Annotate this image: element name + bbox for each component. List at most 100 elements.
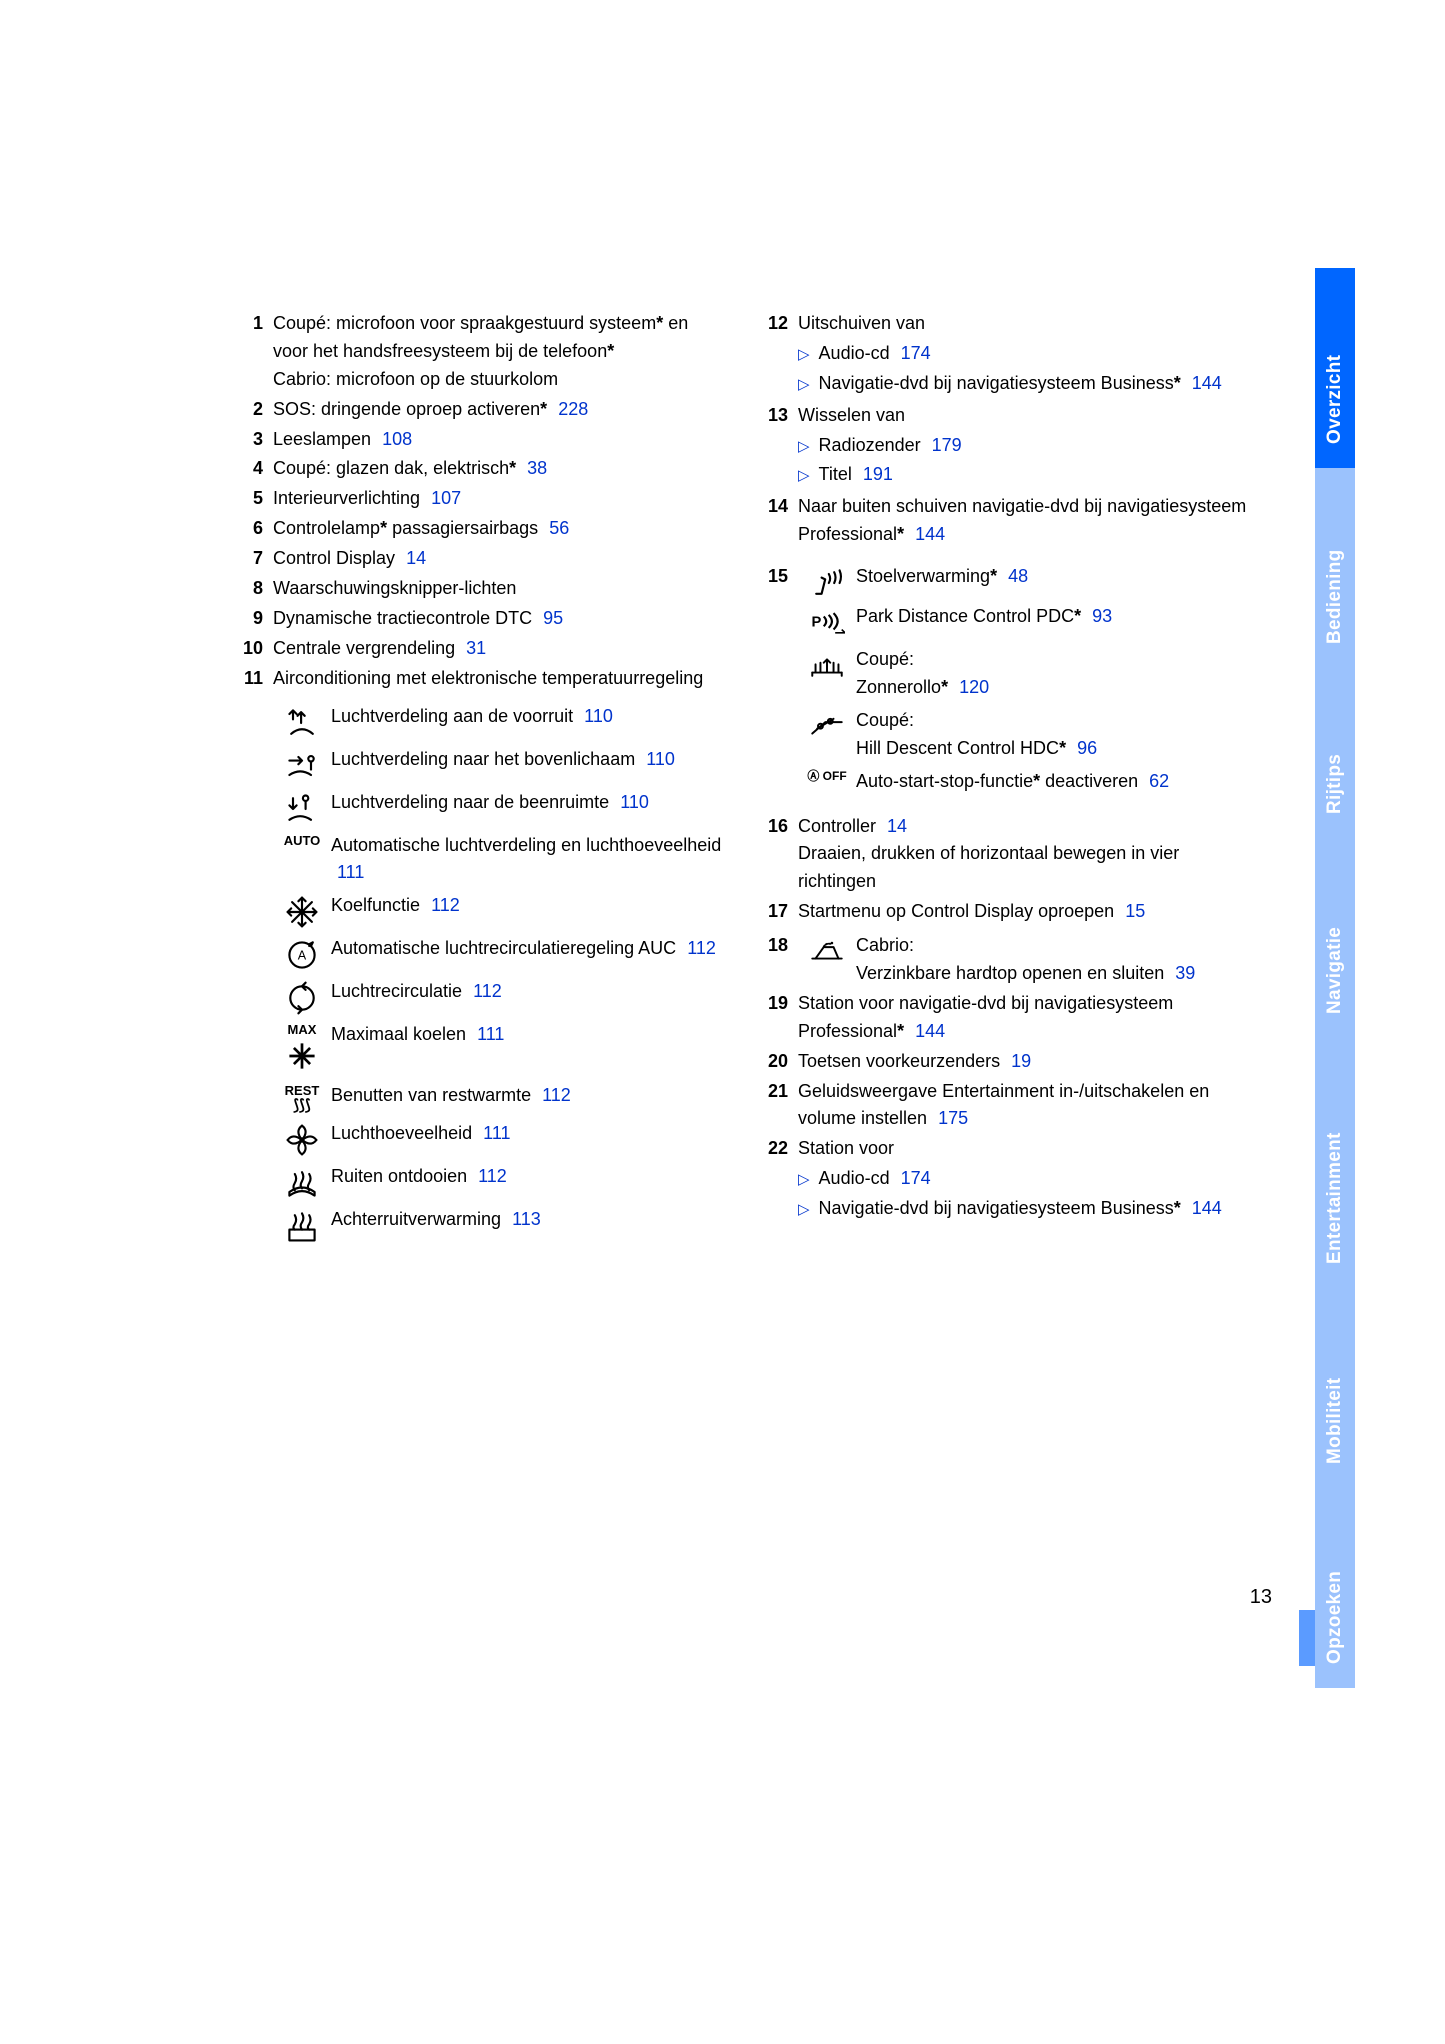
page-reference[interactable]: 111 [483,1123,510,1143]
icon-row: Luchtverdeling naar het bovenlichaam 110 [273,746,725,784]
page-reference[interactable]: 15 [1125,901,1145,921]
icon-row: REST⟆⟆⟆Benutten van restwarmte 112 [273,1082,725,1115]
legs-icon [273,789,331,827]
list-item: 20Toetsen voorkeurzenders 19 [760,1048,1250,1076]
page-reference[interactable]: 113 [512,1209,541,1229]
list-item: 2SOS: dringende oproep activeren* 228 [235,396,725,424]
tab-overzicht[interactable]: Overzicht [1315,268,1355,468]
rest-icon: REST⟆⟆⟆ [273,1082,331,1115]
icon-row: Luchtverdeling aan de voorruit 110 [273,703,725,741]
snowflake-icon [273,892,331,930]
tab-navigatie[interactable]: Navigatie [1315,838,1355,1038]
icon-row: Koelfunctie 112 [273,892,725,930]
page-reference[interactable]: 110 [646,749,675,769]
page-reference[interactable]: 14 [887,816,907,836]
icon-row: AAutomatische luchtrecirculatieregeling … [273,935,725,973]
page-number: 13 [1250,1586,1272,1609]
sunblind-icon [798,646,856,702]
recirc-icon [273,978,331,1016]
page-reference[interactable]: 175 [938,1108,968,1128]
icon-row: MAXMaximaal koelen 111 [273,1021,725,1077]
tab-entertainment[interactable]: Entertainment [1315,1038,1355,1288]
list-item: 16Controller 14Draaien, drukken of horiz… [760,813,1250,897]
page-reference[interactable]: 110 [620,792,649,812]
defrost-rear-icon [273,1206,331,1244]
page-reference[interactable]: 14 [406,548,426,568]
page-reference[interactable]: 112 [687,938,716,958]
page-reference[interactable]: 111 [477,1024,504,1044]
tab-bediening[interactable]: Bediening [1315,468,1355,668]
page-reference[interactable]: 62 [1149,771,1169,791]
tab-opzoeken[interactable]: Opzoeken [1315,1488,1355,1688]
page-reference[interactable]: 144 [915,524,945,544]
list-item: 8Waarschuwingsknipper-lichten [235,575,725,603]
defrost-front-icon [273,1163,331,1201]
list-item: 10Centrale vergrendeling 31 [235,635,725,663]
page-reference[interactable]: 120 [959,677,989,697]
page-reference[interactable]: 111 [337,862,364,882]
icon-row: Coupé:Zonnerollo* 120 [798,646,1250,702]
icon-row: 15Stoelverwarming* 48 [760,563,1250,601]
right-column: 12Uitschuiven van▷Audio-cd 174▷Navigatie… [760,310,1250,1249]
list-item: 13Wisselen van▷Radiozender 179▷Titel 191 [760,402,1250,492]
climate-icon-list: Luchtverdeling aan de voorruit 110 Luchtv… [273,703,725,1244]
list-item: 6Controlelamp* passagiersairbags 56 [235,515,725,543]
list-item: 14Naar buiten schuiven navigatie-dvd bij… [760,493,1250,549]
icon-row: Ruiten ontdooien 112 [273,1163,725,1201]
page-reference[interactable]: 39 [1175,963,1195,983]
sub-item: ▷Navigatie-dvd bij navigatiesysteem Busi… [798,1195,1250,1223]
list-item: 5Interieurverlichting 107 [235,485,725,513]
list-item: 11Airconditioning met elektronische temp… [235,665,725,693]
auto-icon: AUTO [273,832,331,888]
page-reference[interactable]: 112 [431,895,460,915]
icon-row: Coupé:Hill Descent Control HDC* 96 [798,707,1250,763]
page-reference[interactable]: 108 [382,429,412,449]
sub-item: ▷Audio-cd 174 [798,1165,1250,1193]
list-item: 1Coupé: microfoon voor spraakgestuurd sy… [235,310,725,394]
page-reference[interactable]: 31 [466,638,486,658]
page-reference[interactable]: 96 [1077,738,1097,758]
tab-mobiliteit[interactable]: Mobiliteit [1315,1288,1355,1488]
page-content: 1Coupé: microfoon voor spraakgestuurd sy… [235,310,1280,1249]
body-icon [273,746,331,784]
page-reference[interactable]: 38 [527,458,547,478]
max-icon: MAX [273,1021,331,1077]
page-reference[interactable]: 56 [549,518,569,538]
page-number-bar [1299,1610,1315,1666]
svg-text:P: P [811,614,821,630]
page-reference[interactable]: 110 [584,706,613,726]
icon-row: Ⓐ OFFAuto-start-stop-functie* deactivere… [798,768,1250,796]
page-reference[interactable]: 144 [1192,1198,1222,1218]
svg-text:A: A [298,949,307,963]
pdc-icon: P [798,603,856,641]
list-item: 22Station voor▷Audio-cd 174▷Navigatie-dv… [760,1135,1250,1225]
page-reference[interactable]: 107 [431,488,461,508]
page-reference[interactable]: 174 [901,343,931,363]
tab-rijtips[interactable]: Rijtips [1315,668,1355,838]
page-reference[interactable]: 19 [1011,1051,1031,1071]
page-reference[interactable]: 112 [473,981,502,1001]
item-15-block: 15Stoelverwarming* 48PPark Distance Cont… [760,563,1250,795]
left-column: 1Coupé: microfoon voor spraakgestuurd sy… [235,310,725,1249]
sub-item: ▷Navigatie-dvd bij navigatiesysteem Busi… [798,370,1250,398]
page-reference[interactable]: 95 [543,608,563,628]
page-reference[interactable]: 144 [915,1021,945,1041]
hardtop-icon [798,932,856,988]
page-reference[interactable]: 144 [1192,373,1222,393]
icon-row: 18Cabrio:Verzinkbare hardtop openen en s… [760,932,1250,988]
icon-row: Luchtverdeling naar de beenruimte 110 [273,789,725,827]
fan-icon [273,1120,331,1158]
page-reference[interactable]: 179 [932,435,962,455]
page-reference[interactable]: 112 [478,1166,507,1186]
page-reference[interactable]: 112 [542,1085,571,1105]
list-item: 3Leeslampen 108 [235,426,725,454]
page-reference[interactable]: 93 [1092,606,1112,626]
page-reference[interactable]: 228 [558,399,588,419]
windshield-up-icon [273,703,331,741]
side-tabs: OverzichtBedieningRijtipsNavigatieEntert… [1315,268,1355,1688]
page-reference[interactable]: 48 [1008,566,1028,586]
seat-heat-icon [798,563,856,601]
page-reference[interactable]: 174 [901,1168,931,1188]
page-reference[interactable]: 191 [863,464,893,484]
list-item: 9Dynamische tractiecontrole DTC 95 [235,605,725,633]
